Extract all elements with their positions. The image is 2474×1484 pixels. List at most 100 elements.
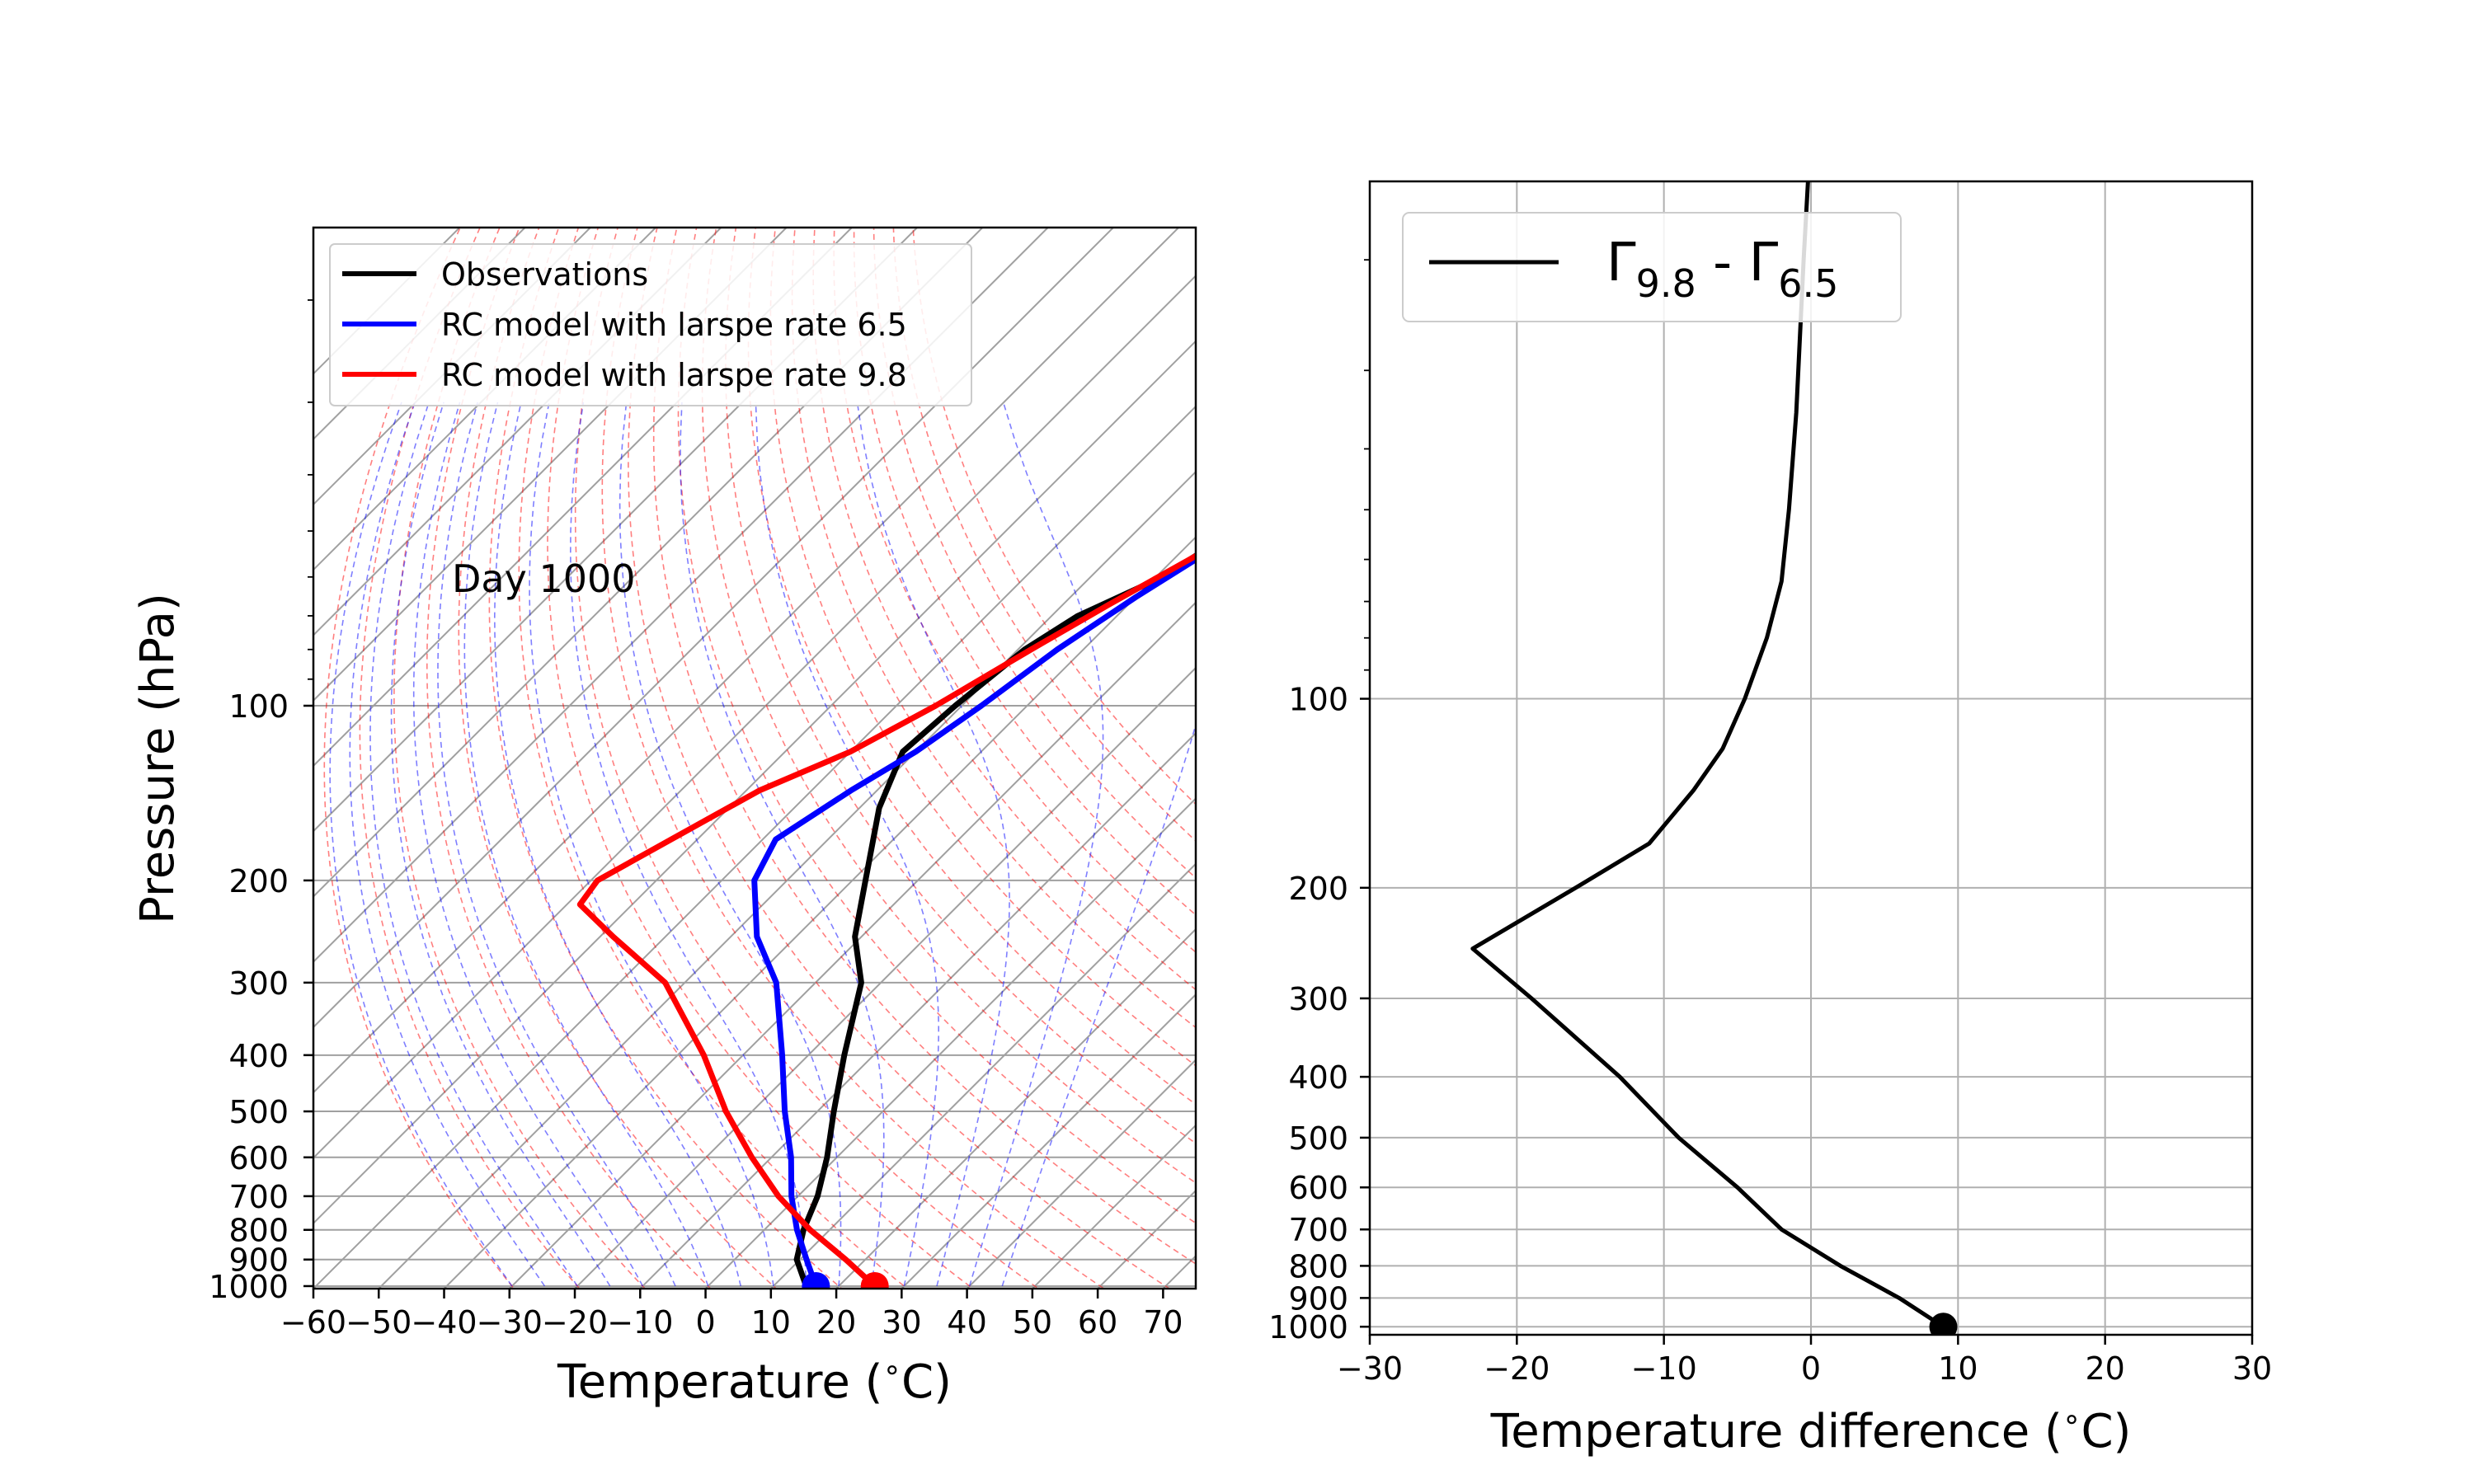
skewt-x-tick-label: −50	[346, 1304, 412, 1341]
difference-x-tick-label: −20	[1484, 1350, 1550, 1387]
difference-chart: −30 −20 −10 0 10 20 30 100 200 300 400 500 600 70080…	[1268, 180, 2272, 1458]
difference-y-tick-label: 400	[1288, 1059, 1348, 1096]
skewt-isotherm	[704, 797, 1196, 1289]
skewt-x-tick-label: −40	[411, 1304, 477, 1341]
skewt-x-tick-label: 20	[816, 1304, 856, 1341]
skewt-moist-adiabat	[329, 402, 513, 1287]
difference-x-axis-label-unit: C)	[2081, 1405, 2131, 1458]
legend-label-difference: Γ9.8 - Γ6.5	[1606, 232, 1838, 306]
skewt-series-line-2	[576, 552, 1196, 1289]
skewt-x-tick-label: −60	[280, 1304, 346, 1341]
legend-label-rc-6-5: RC model with larspe rate 6.5	[441, 307, 907, 343]
difference-y-tick-label: 300	[1288, 981, 1348, 1017]
skewt-moist-adiabat	[412, 402, 644, 1287]
skewt-x-tick-label: 40	[947, 1304, 986, 1341]
skewt-x-tick-label: −30	[477, 1304, 543, 1341]
skewt-x-axis-label-unit: C)	[901, 1355, 952, 1409]
skewt-y-tick-label: 500	[228, 1094, 289, 1130]
skewt-x-tick-label: 70	[1143, 1304, 1183, 1341]
difference-x-tick-label: 0	[1801, 1350, 1821, 1387]
skewt-y-tick-label: 200	[228, 863, 289, 899]
legend-mid: - Γ	[1696, 232, 1779, 294]
difference-y-tick-label: 1000	[1268, 1309, 1348, 1345]
skewt-moist-adiabat	[390, 402, 611, 1287]
difference-y-tick-label: 700	[1288, 1212, 1348, 1248]
legend-gamma-a: Γ	[1606, 232, 1636, 294]
skewt-isotherm	[313, 275, 1196, 1159]
skewt-y-tick-label: 800	[228, 1213, 289, 1249]
skewt-x-tick-label: 50	[1013, 1304, 1052, 1341]
skewt-isotherm	[313, 340, 1196, 1225]
skewt-moist-adiabat	[680, 402, 885, 1287]
skewt-y-tick-label: 900	[228, 1242, 289, 1279]
skewt-surface-marker-1	[860, 1271, 889, 1289]
skewt-dry-adiabat	[458, 228, 778, 1289]
difference-y-tick-label: 800	[1288, 1248, 1348, 1284]
difference-series-line-0	[1470, 181, 1945, 1329]
difference-y-tick-label: 900	[1288, 1280, 1348, 1317]
skewt-isotherm	[377, 470, 1196, 1289]
skewt-isotherm	[638, 731, 1196, 1289]
skewt-legend-box	[329, 243, 972, 406]
skewt-isotherm	[313, 228, 1180, 1094]
degree-symbol: ∘	[882, 1353, 901, 1387]
skewt-legend: Observations RC model with larspe rate 6…	[329, 243, 972, 406]
legend-label-rc-9-8: RC model with larspe rate 9.8	[441, 357, 907, 393]
skewt-y-tick-label: 700	[228, 1179, 289, 1215]
skewt-y-tick-label: 300	[228, 965, 289, 1002]
skewt-y-tick-label: 600	[228, 1140, 289, 1176]
skewt-series-line-1	[751, 556, 1196, 1288]
difference-x-axis-label-text: Temperature difference (	[1490, 1405, 2062, 1458]
difference-x-tick-label: 30	[2232, 1350, 2272, 1387]
skewt-x-ticks: −60 −50 −40 −30 −20 −10 0 10 20 30 40 50 60 70	[280, 1289, 1183, 1341]
skewt-y-tick-label: 400	[228, 1038, 289, 1074]
difference-y-tick-label: 600	[1288, 1170, 1348, 1206]
skewt-moist-adiabat	[529, 402, 774, 1287]
skewt-y-tick-label: 1000	[209, 1269, 289, 1305]
difference-x-tick-label: 10	[1938, 1350, 1978, 1387]
difference-y-tick-label: 500	[1288, 1120, 1348, 1157]
skewt-moist-adiabat	[493, 402, 741, 1287]
legend-label-observations: Observations	[441, 256, 648, 293]
skewt-moist-adiabat	[369, 402, 578, 1287]
difference-surface-marker-0	[1929, 1313, 1958, 1335]
skewt-moist-adiabat	[349, 402, 546, 1287]
difference-x-tick-label: −30	[1337, 1350, 1403, 1387]
skewt-y-axis-label: Pressure (hPa)	[131, 593, 185, 924]
difference-y-tick-label: 100	[1288, 682, 1348, 718]
skewt-moist-adiabat	[463, 402, 709, 1287]
skewt-isotherm	[900, 993, 1196, 1289]
skewt-moist-adiabat	[856, 402, 1010, 1287]
skewt-isotherm	[835, 928, 1196, 1289]
legend-sub-b: 6.5	[1778, 261, 1838, 306]
skewt-moist-adiabat	[755, 402, 939, 1287]
skewt-dry-adiabat	[652, 228, 1196, 1265]
difference-gridlines	[1370, 181, 2252, 1335]
skewt-annotation: Day 1000	[452, 556, 636, 601]
skewt-isotherm	[966, 1059, 1196, 1289]
difference-y-tick-label: 200	[1288, 871, 1348, 907]
skewt-x-axis-label: Temperature (∘C)	[557, 1353, 952, 1409]
skewt-chart: −60 −50 −40 −30 −20 −10 0 10 20 30 40 50 60 70 100 200…	[131, 226, 1197, 1409]
difference-x-tick-label: 20	[2085, 1350, 2124, 1387]
skewt-x-tick-label: 30	[882, 1304, 921, 1341]
skewt-isotherm	[313, 228, 1115, 1029]
skewt-y-tick-label: 100	[228, 688, 289, 725]
skewt-surface-marker-0	[802, 1271, 830, 1289]
skewt-x-tick-label: −10	[607, 1304, 673, 1341]
skewt-moist-adiabat	[437, 402, 676, 1287]
skewt-x-axis-label-text: Temperature (	[557, 1355, 882, 1409]
skewt-dry-adiabat	[725, 228, 1196, 1144]
skewt-x-tick-label: −20	[542, 1304, 608, 1341]
legend-sub-a: 9.8	[1636, 261, 1696, 306]
difference-legend-box	[1402, 212, 1902, 322]
difference-x-ticks: −30 −20 −10 0 10 20 30	[1337, 1335, 2272, 1387]
skewt-moist-adiabat	[618, 402, 842, 1287]
skewt-isotherm	[769, 862, 1196, 1289]
skewt-isotherm	[443, 536, 1196, 1289]
skewt-x-tick-label: 10	[751, 1304, 791, 1341]
skewt-isotherm	[573, 666, 1196, 1289]
